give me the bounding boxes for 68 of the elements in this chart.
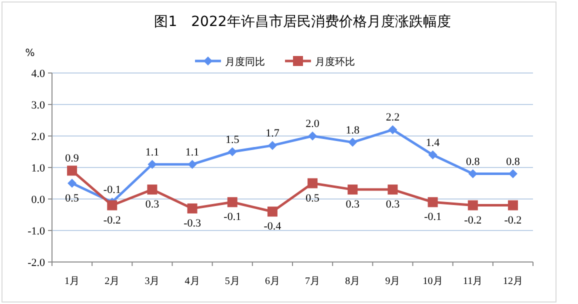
x-tick-label: 2月 [104, 276, 120, 287]
point [148, 160, 157, 169]
point [187, 203, 198, 214]
data-label: -0.4 [264, 220, 282, 233]
data-label: 1.1 [145, 146, 160, 158]
point [388, 184, 398, 195]
point [428, 197, 438, 208]
point [308, 178, 318, 188]
data-label: -0.1 [424, 211, 442, 224]
data-label: -0.1 [103, 184, 121, 196]
data-label: 1.4 [426, 136, 440, 149]
point [67, 166, 78, 176]
point [267, 206, 278, 217]
legend-label: 月度环比 [315, 56, 355, 68]
point [308, 132, 318, 140]
data-label: 1.5 [226, 134, 240, 146]
data-label: -0.1 [224, 211, 242, 224]
y-tick-label: 3.0 [31, 100, 46, 112]
data-label: 0.9 [65, 152, 80, 165]
data-label: 2.2 [386, 112, 400, 124]
x-tick-label: 5月 [224, 276, 240, 287]
x-tick-label: 12月 [502, 276, 523, 287]
point [228, 147, 237, 156]
data-label: -0.2 [504, 214, 522, 226]
point [388, 125, 398, 134]
data-label: 0.5 [65, 192, 80, 204]
point [428, 150, 438, 160]
x-tick-label: 3月 [144, 276, 160, 287]
x-tick-label: 9月 [385, 276, 400, 287]
data-label: 0.8 [466, 156, 480, 168]
point [268, 140, 277, 150]
data-label: 1.1 [185, 146, 200, 158]
data-label: 1.7 [266, 127, 280, 140]
data-label: 0.3 [145, 198, 160, 211]
x-tick-label: 10月 [422, 276, 443, 287]
point [227, 197, 238, 208]
point [147, 184, 158, 195]
point [468, 200, 478, 210]
x-tick-label: 8月 [345, 276, 360, 287]
y-tick-label: 1.0 [31, 162, 46, 174]
data-label: 2.0 [306, 118, 320, 130]
point [348, 138, 358, 147]
y-tick-label: -1.0 [28, 226, 46, 238]
data-label: 1.8 [346, 124, 360, 136]
y-tick-label: -2.0 [28, 257, 46, 269]
data-label: -0.2 [464, 214, 482, 226]
legend-label: 月度同比 [225, 56, 265, 68]
data-label: -0.2 [103, 214, 121, 226]
y-tick-label: 4.0 [31, 68, 46, 80]
y-axis-title: % [25, 48, 35, 59]
data-label: -0.3 [184, 217, 202, 230]
data-label: 0.3 [346, 198, 360, 211]
x-tick-label: 6月 [264, 276, 280, 287]
data-label: 0.3 [386, 198, 400, 211]
x-tick-label: 4月 [184, 276, 200, 287]
y-tick-label: 0.0 [31, 194, 46, 206]
point [68, 178, 77, 188]
data-label: 0.8 [506, 156, 520, 168]
point [107, 200, 118, 210]
point [188, 160, 197, 169]
x-tick-label: 1月 [64, 276, 80, 287]
x-tick-label: 7月 [305, 276, 320, 287]
chart-title: 图1 2022年许昌市居民消费价格月度涨跌幅度 [154, 14, 451, 30]
data-label: 0.5 [306, 192, 320, 204]
point [348, 184, 358, 195]
point [508, 200, 518, 210]
y-tick-label: 2.0 [31, 131, 46, 143]
x-tick-label: 11月 [463, 276, 483, 287]
